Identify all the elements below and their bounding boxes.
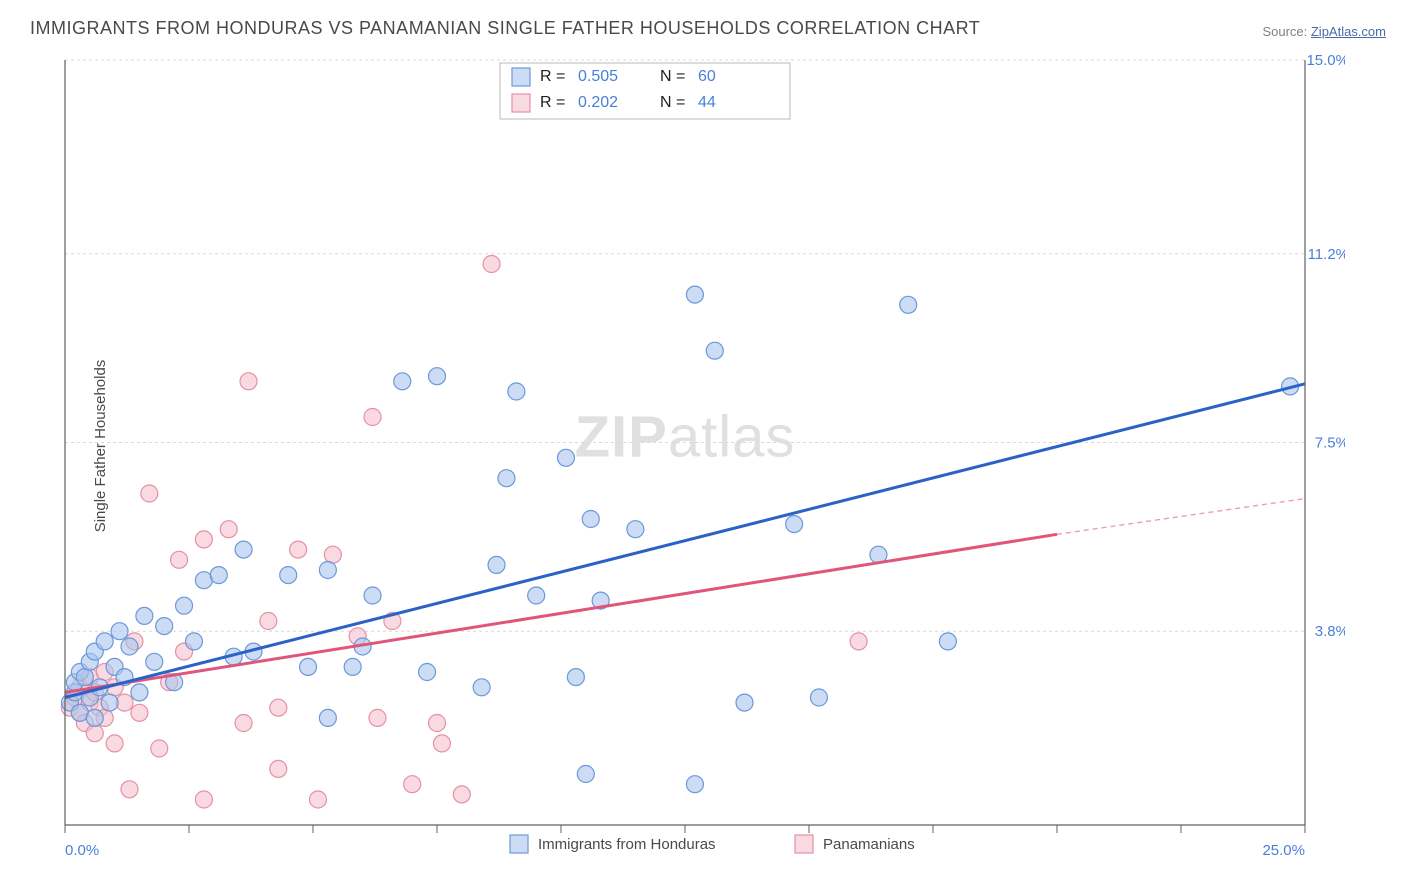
data-point [106,735,123,752]
y-tick-label: 11.2% [1308,246,1345,263]
data-point [627,521,644,538]
data-point [121,638,138,655]
data-point [429,715,446,732]
data-point [686,776,703,793]
watermark: ZIPatlas [575,405,796,470]
data-point [369,709,386,726]
data-point [86,725,103,742]
data-point [850,633,867,650]
chart-area: ZIPatlas0.0%25.0%3.8%7.5%11.2%15.0%R =0.… [55,55,1345,830]
trendline-panamanians-extension [1057,499,1305,535]
data-point [101,694,118,711]
data-point [121,781,138,798]
data-point [131,684,148,701]
data-point [176,597,193,614]
data-point [557,449,574,466]
data-point [300,658,317,675]
legend-r-value: 0.505 [578,68,618,85]
data-point [141,485,158,502]
data-point [453,786,470,803]
legend-r-value: 0.202 [578,94,618,111]
data-point [394,373,411,390]
data-point [429,368,446,385]
source-attribution: Source: ZipAtlas.com [1262,24,1386,39]
legend-n-label: N = [660,68,685,85]
data-point [171,551,188,568]
data-point [195,531,212,548]
data-point [290,541,307,558]
data-point [210,567,227,584]
legend-series-label: Panamanians [823,836,915,853]
data-point [473,679,490,696]
source-link[interactable]: ZipAtlas.com [1311,24,1386,39]
data-point [483,256,500,273]
data-point [260,613,277,630]
legend-n-value: 44 [698,94,716,111]
legend-swatch [795,835,813,853]
legend-n-value: 60 [698,68,716,85]
data-point [404,776,421,793]
data-point [433,735,450,752]
data-point [324,546,341,563]
data-point [220,521,237,538]
source-prefix: Source: [1262,24,1310,39]
data-point [567,669,584,686]
trendline-panamanians [65,534,1057,692]
data-point [151,740,168,757]
data-point [96,633,113,650]
legend-series-label: Immigrants from Honduras [538,836,716,853]
chart-title: IMMIGRANTS FROM HONDURAS VS PANAMANIAN S… [30,18,980,39]
data-point [577,766,594,783]
data-point [488,556,505,573]
data-point [111,623,128,640]
data-point [364,409,381,426]
data-point [309,791,326,808]
data-point [686,286,703,303]
data-point [185,633,202,650]
data-point [195,791,212,808]
data-point [136,607,153,624]
data-point [419,664,436,681]
legend-swatch [512,68,530,86]
data-point [319,709,336,726]
legend-swatch [510,835,528,853]
legend-swatch [512,94,530,112]
data-point [528,587,545,604]
data-point [235,715,252,732]
data-point [240,373,257,390]
y-tick-label: 7.5% [1315,435,1345,452]
data-point [706,342,723,359]
data-point [235,541,252,558]
data-point [508,383,525,400]
data-point [280,567,297,584]
data-point [939,633,956,650]
y-tick-label: 3.8% [1315,623,1345,640]
legend-r-label: R = [540,94,565,111]
data-point [86,709,103,726]
x-tick-label: 25.0% [1262,842,1305,859]
data-point [131,704,148,721]
scatter-chart: ZIPatlas 0.0% 25.0% 3.8% 7.5% 11.2% 15.0% R = 0.… [55,55,1345,875]
data-point [364,587,381,604]
data-point [810,689,827,706]
data-point [76,669,93,686]
data-point [786,516,803,533]
data-point [900,296,917,313]
data-point [344,658,361,675]
y-tick-label: 15.0% [1306,55,1345,69]
data-point [146,653,163,670]
legend-r-label: R = [540,68,565,85]
data-point [319,562,336,579]
data-point [156,618,173,635]
data-point [270,760,287,777]
data-point [498,470,515,487]
data-point [270,699,287,716]
data-point [582,511,599,528]
legend-n-label: N = [660,94,685,111]
x-tick-label: 0.0% [65,842,99,859]
data-point [736,694,753,711]
